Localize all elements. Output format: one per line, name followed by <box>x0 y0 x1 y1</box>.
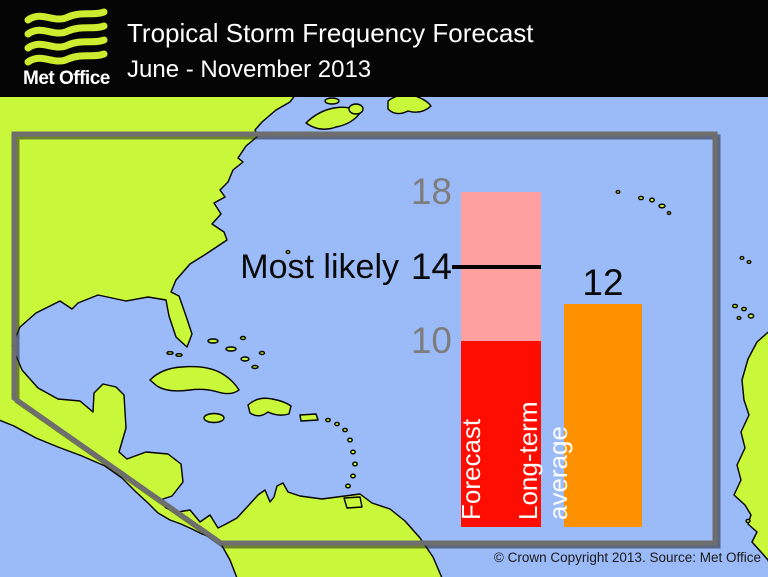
puerto-rico-island <box>299 413 319 422</box>
hispaniola-island <box>247 397 292 417</box>
most-likely-line <box>452 264 541 269</box>
map-svg <box>0 97 768 577</box>
tick-low: 10 <box>410 320 452 361</box>
forecast-bar-label: Forecast <box>456 418 486 520</box>
cape-breton-island <box>348 103 364 115</box>
average-bar-label: Long-term average <box>513 401 573 521</box>
met-office-logo: Met Office <box>10 4 122 94</box>
forecast-region-outline <box>11 131 718 546</box>
header-bar: Met Office Tropical Storm Frequency Fore… <box>0 0 768 97</box>
pei-island <box>324 97 340 105</box>
jamaica-island <box>203 412 225 424</box>
forecast-core-bar <box>461 341 541 527</box>
forecast-region-shadow <box>14 134 721 549</box>
florida-keys <box>166 350 183 358</box>
most-likely-label: Most likely <box>240 247 399 286</box>
logo-brand-text: Met Office <box>23 68 110 89</box>
page-subtitle: June - November 2013 <box>127 56 372 83</box>
bermuda-island <box>285 249 291 255</box>
logo-waves-icon <box>24 8 108 66</box>
tick-mid: 14 <box>410 245 452 287</box>
bahamas-islands <box>207 335 266 370</box>
africa-coastal-islet <box>745 518 751 524</box>
copyright-text: © Crown Copyright 2013. Source: Met Offi… <box>493 550 761 565</box>
cuba-island <box>149 365 240 395</box>
cape-verde-islands <box>731 303 755 321</box>
canary-islands <box>739 255 752 265</box>
newfoundland-island <box>387 97 432 115</box>
average-bar <box>564 303 642 527</box>
azores-islands <box>615 189 672 216</box>
average-value-label: 12 <box>582 261 624 303</box>
lesser-antilles-islands <box>325 417 363 509</box>
tick-high: 18 <box>410 171 452 213</box>
trinidad-island <box>343 496 363 509</box>
page-title: Tropical Storm Frequency Forecast <box>127 18 534 48</box>
north-america-landmass <box>0 97 443 577</box>
africa-landmass <box>733 331 768 563</box>
